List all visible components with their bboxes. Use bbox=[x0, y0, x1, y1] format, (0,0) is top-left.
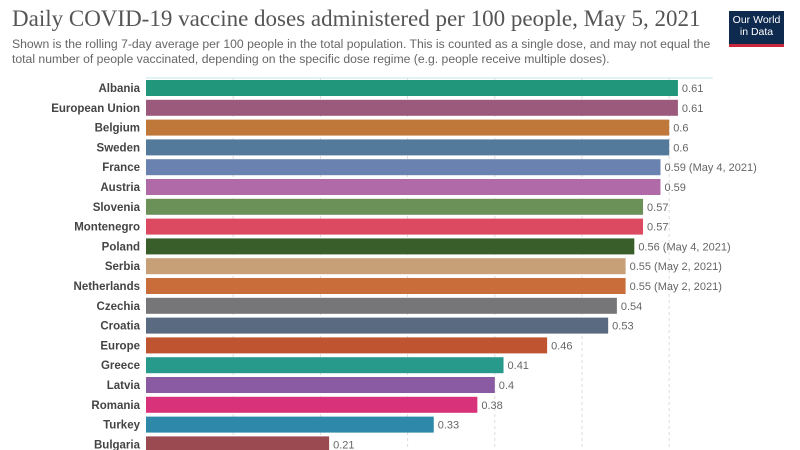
bar-row[interactable]: Croatia 0.53 bbox=[100, 317, 634, 334]
value-label: 0.56 (May 4, 2021) bbox=[638, 241, 730, 253]
bar[interactable] bbox=[146, 416, 434, 433]
value-label: 0.61 bbox=[682, 83, 703, 95]
value-label: 0.57 bbox=[647, 202, 668, 214]
value-label: 0.4 bbox=[499, 380, 514, 392]
value-label: 0.59 bbox=[664, 182, 685, 194]
owid-logo[interactable]: Our World in Data bbox=[729, 11, 784, 47]
bar[interactable] bbox=[146, 337, 548, 354]
category-label: Austria bbox=[100, 182, 140, 194]
category-label: Turkey bbox=[103, 420, 140, 432]
bar[interactable] bbox=[146, 357, 504, 374]
bar[interactable] bbox=[146, 99, 678, 116]
bar[interactable] bbox=[146, 198, 644, 215]
category-label: Albania bbox=[98, 83, 140, 95]
bar[interactable] bbox=[146, 80, 678, 96]
bar-row[interactable]: Turkey 0.33 bbox=[103, 416, 459, 433]
value-label: 0.53 bbox=[612, 321, 633, 333]
bar[interactable] bbox=[146, 218, 644, 235]
value-label: 0.61 bbox=[682, 103, 703, 115]
category-label: Slovenia bbox=[93, 202, 141, 214]
category-label: Czechia bbox=[97, 301, 141, 313]
bar-row[interactable]: Europe 0.46 bbox=[100, 337, 573, 354]
bar-row[interactable]: France 0.59 (May 4, 2021) bbox=[102, 159, 757, 176]
bar[interactable] bbox=[146, 238, 635, 255]
category-label: Romania bbox=[91, 400, 140, 412]
chart-title: Daily COVID-19 vaccine doses administere… bbox=[12, 6, 701, 31]
value-label: 0.33 bbox=[438, 420, 459, 432]
bar-row[interactable]: Netherlands 0.55 (May 2, 2021) bbox=[74, 278, 722, 294]
bar-row[interactable]: Serbia 0.55 (May 2, 2021) bbox=[105, 258, 722, 275]
category-label: Poland bbox=[102, 241, 140, 253]
bar-row[interactable]: Poland 0.56 (May 4, 2021) bbox=[102, 238, 731, 255]
bar[interactable] bbox=[146, 159, 661, 176]
bar-row[interactable]: Greece 0.41 bbox=[101, 357, 529, 374]
value-label: 0.21 bbox=[333, 439, 354, 450]
bar[interactable] bbox=[146, 377, 495, 393]
logo-line-2: in Data bbox=[739, 26, 774, 38]
category-label: Bulgaria bbox=[94, 439, 141, 450]
category-label: Netherlands bbox=[74, 281, 140, 293]
bar-row[interactable]: Sweden 0.6 bbox=[97, 139, 689, 156]
chart-subtitle: Shown is the rolling 7-day average per 1… bbox=[12, 37, 711, 66]
bar-row[interactable]: Austria 0.59 bbox=[100, 179, 686, 195]
logo-line-1: Our World bbox=[732, 14, 781, 26]
value-label: 0.59 (May 4, 2021) bbox=[664, 162, 756, 174]
category-label: Europe bbox=[100, 340, 140, 352]
category-label: Croatia bbox=[100, 321, 140, 333]
category-label: Serbia bbox=[105, 261, 141, 273]
value-label: 0.46 bbox=[551, 340, 572, 352]
bar-row[interactable]: Bulgaria 0.21 bbox=[94, 436, 355, 450]
bar[interactable] bbox=[146, 258, 626, 275]
category-label: France bbox=[102, 162, 140, 174]
bar[interactable] bbox=[146, 139, 670, 156]
bar-row[interactable]: Czechia 0.54 bbox=[97, 297, 643, 314]
category-label: Latvia bbox=[107, 380, 141, 392]
bar[interactable] bbox=[146, 119, 670, 136]
bar[interactable] bbox=[146, 396, 478, 413]
bar[interactable] bbox=[146, 436, 330, 450]
value-label: 0.6 bbox=[673, 142, 688, 154]
bar[interactable] bbox=[146, 317, 609, 334]
value-label: 0.57 bbox=[647, 222, 668, 234]
bar[interactable] bbox=[146, 278, 626, 294]
category-label: Greece bbox=[101, 360, 140, 372]
bar[interactable] bbox=[146, 297, 617, 314]
category-label: Sweden bbox=[97, 142, 140, 154]
value-label: 0.6 bbox=[673, 123, 688, 135]
value-label: 0.54 bbox=[621, 301, 642, 313]
bar-row[interactable]: Slovenia 0.57 bbox=[93, 198, 669, 215]
bar-row[interactable]: Albania 0.61 bbox=[98, 80, 703, 96]
bar-row[interactable]: Latvia 0.4 bbox=[107, 377, 514, 393]
category-label: Belgium bbox=[95, 123, 140, 135]
value-label: 0.38 bbox=[481, 400, 502, 412]
bar-row[interactable]: Montenegro 0.57 bbox=[74, 218, 668, 235]
category-label: Montenegro bbox=[74, 222, 140, 234]
value-label: 0.55 (May 2, 2021) bbox=[630, 281, 722, 293]
bar-row[interactable]: Romania 0.38 bbox=[91, 396, 503, 413]
bar-row[interactable]: European Union 0.61 bbox=[51, 99, 703, 116]
bar[interactable] bbox=[146, 179, 661, 195]
value-label: 0.55 (May 2, 2021) bbox=[630, 261, 722, 273]
bar-row[interactable]: Belgium 0.6 bbox=[95, 119, 689, 136]
value-label: 0.41 bbox=[508, 360, 529, 372]
category-label: European Union bbox=[51, 103, 140, 115]
